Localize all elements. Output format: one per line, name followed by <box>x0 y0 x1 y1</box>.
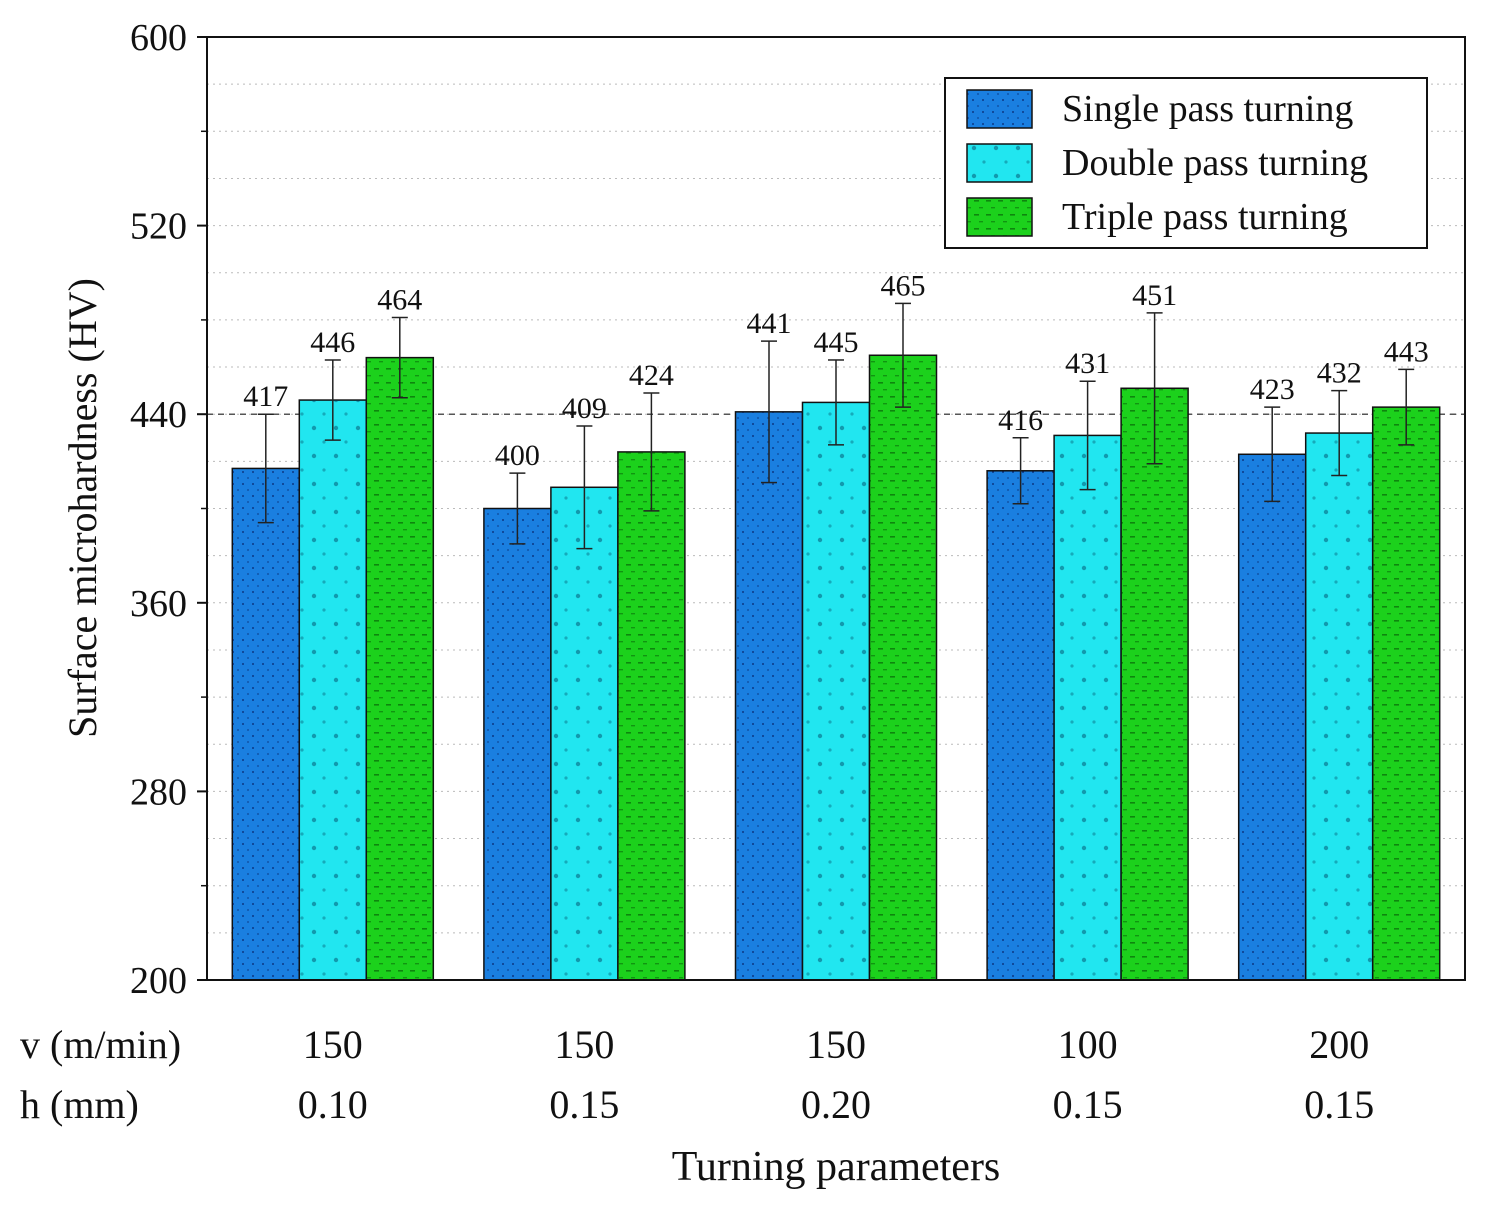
bar-texture <box>299 400 367 980</box>
param-value: 0.20 <box>801 1082 871 1127</box>
data-label: 445 <box>814 326 859 359</box>
data-label: 417 <box>243 380 288 413</box>
data-label: 451 <box>1132 279 1177 312</box>
x-axis-title: Turning parameters <box>672 1144 1001 1190</box>
param-value: 100 <box>1058 1022 1118 1067</box>
error-bars <box>257 302 1415 550</box>
param-value: 0.15 <box>1304 1082 1374 1127</box>
data-label: 409 <box>562 392 607 425</box>
data-label: 446 <box>310 326 355 359</box>
y-axis-ticks: 200 280 360 440 520 600 <box>130 17 207 1002</box>
param-value: 150 <box>806 1022 866 1067</box>
data-label: 423 <box>1250 373 1295 406</box>
legend-swatch-texture <box>967 198 1032 236</box>
data-label: 441 <box>747 307 792 340</box>
bar-texture <box>1121 388 1189 981</box>
bar-texture <box>1305 433 1373 980</box>
bar-texture <box>802 402 870 981</box>
y-tick-label: 600 <box>130 17 187 59</box>
y-tick-label: 440 <box>130 394 187 436</box>
y-tick-label: 520 <box>130 206 187 248</box>
bar-texture <box>550 487 618 980</box>
param-value: 0.15 <box>1053 1082 1123 1127</box>
data-label: 464 <box>377 284 422 317</box>
bar-texture <box>735 411 803 980</box>
bar-texture <box>987 470 1055 980</box>
bar-texture <box>232 468 300 980</box>
y-tick-label: 360 <box>130 583 187 625</box>
bar-texture <box>1372 407 1440 980</box>
legend-label: Single pass turning <box>1062 88 1353 130</box>
y-tick-label: 280 <box>130 771 187 813</box>
data-label: 431 <box>1065 347 1110 380</box>
bar-texture <box>617 451 685 980</box>
data-label: 432 <box>1317 357 1362 390</box>
data-label: 400 <box>495 439 540 472</box>
bar-texture <box>1054 435 1122 981</box>
legend: Single pass turning Double pass turning Tr… <box>944 77 1428 249</box>
legend-swatch-texture <box>967 144 1032 182</box>
data-label: 424 <box>629 359 674 392</box>
data-label: 465 <box>881 269 926 302</box>
data-label: 416 <box>998 404 1043 437</box>
legend-label: Triple pass turning <box>1062 196 1348 238</box>
param-value: 0.10 <box>298 1082 368 1127</box>
param-row-label: v (m/min) <box>20 1022 181 1067</box>
y-tick-label: 200 <box>130 960 187 1002</box>
data-labels: 417 400 441 416 423 446 409 445 431 432 464 424 465 4… <box>243 269 1428 472</box>
bar-texture <box>869 355 937 980</box>
data-label: 443 <box>1384 335 1429 368</box>
param-value: 200 <box>1309 1022 1369 1067</box>
bars <box>231 354 1441 981</box>
param-row-label: h (mm) <box>20 1082 139 1127</box>
legend-label: Double pass turning <box>1062 142 1368 184</box>
bar-texture <box>483 508 551 980</box>
param-value: 150 <box>303 1022 363 1067</box>
y-axis-title: Surface microhardness (HV) <box>60 278 105 738</box>
bar-texture <box>366 357 434 980</box>
legend-swatch-texture <box>967 90 1032 128</box>
parameter-rows: v (m/min) 150 150 150 100 200 h (mm) 0.10 0.15 0.… <box>20 1022 1374 1127</box>
param-value: 150 <box>554 1022 614 1067</box>
param-value: 0.15 <box>549 1082 619 1127</box>
bar-texture <box>1238 454 1306 981</box>
